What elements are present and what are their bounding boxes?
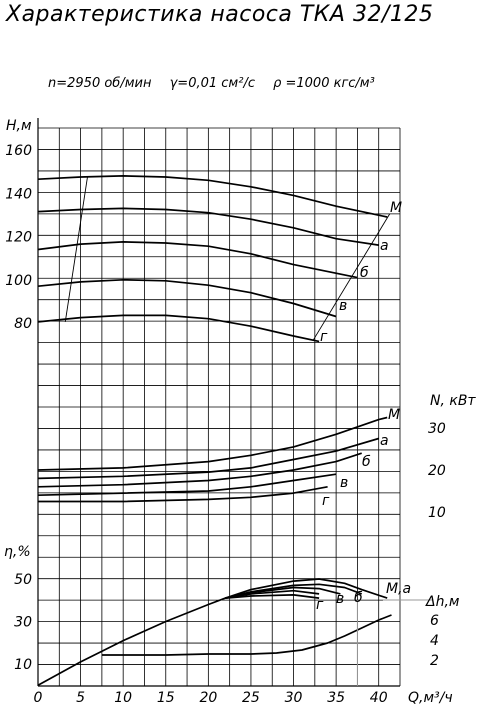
power-curve-б xyxy=(37,452,362,488)
head-curve-г xyxy=(37,314,320,343)
efficiency-axis-label: η,% xyxy=(4,544,31,560)
power-curve-label-б: б xyxy=(362,454,371,470)
pump-parameters: n=2950 об/мин γ=0,01 см²/с ρ =1000 кгс/м… xyxy=(48,76,389,91)
page-title: Характеристика насоса ТКА 32/125 xyxy=(6,2,434,27)
chart-curves xyxy=(37,175,432,687)
power-curve-label-М: М xyxy=(388,407,400,423)
power-curve-label-а: а xyxy=(380,433,389,449)
head-tick-label: 140 xyxy=(5,186,32,202)
efficiency-curve-г xyxy=(225,594,320,599)
x-tick-label: 15 xyxy=(157,690,175,706)
head-axis-label: Н,м xyxy=(6,118,32,134)
viscosity-param: γ=0,01 см²/с xyxy=(169,76,255,91)
npsh-tick-label: 6 xyxy=(430,613,439,629)
efficiency-curve-М xyxy=(37,578,388,687)
head-curve-label-б: б xyxy=(360,265,369,281)
speed-param: n=2950 об/мин xyxy=(48,76,152,91)
x-tick-label: 10 xyxy=(114,690,132,706)
power-tick-label: 10 xyxy=(428,505,446,521)
x-tick-label: 20 xyxy=(199,690,217,706)
head-tick-label: 80 xyxy=(14,316,32,332)
max-flow-boundary-line xyxy=(312,213,391,341)
power-curve-label-в: в xyxy=(340,475,348,491)
head-curve-label-М: М xyxy=(390,200,402,216)
power-curve-М xyxy=(37,416,388,471)
power-tick-label: 30 xyxy=(428,421,446,437)
efficiency-curve-label-г: г xyxy=(316,597,324,613)
efficiency-curve-в xyxy=(225,589,320,599)
power-tick-label: 20 xyxy=(428,463,446,479)
power-curve-а xyxy=(37,437,379,480)
npsh-axis-label: Δh,м xyxy=(425,594,460,610)
head-tick-label: 120 xyxy=(5,230,32,246)
x-tick-label: 25 xyxy=(242,690,260,706)
head-curve-а xyxy=(37,207,379,246)
head-curve-б xyxy=(37,241,358,279)
power-curve-г xyxy=(38,485,328,503)
efficiency-curve-label-в: в xyxy=(336,591,344,607)
head-curve-label-г: г xyxy=(320,329,328,345)
power-axis-label: N, кВт xyxy=(430,393,476,409)
x-axis-label: Q,м³/ч xyxy=(408,690,453,706)
head-tick-label: 160 xyxy=(5,143,32,159)
x-tick-label: 30 xyxy=(285,690,303,706)
efficiency-curve-label-Ma: М,а xyxy=(386,581,411,597)
npsh-curve xyxy=(101,614,392,656)
min-flow-boundary-line xyxy=(64,177,88,322)
head-curve-в xyxy=(37,278,337,318)
head-curve-label-в: в xyxy=(339,298,347,314)
density-param: ρ =1000 кгс/м³ xyxy=(273,76,375,91)
head-curve-М xyxy=(37,175,388,218)
x-tick-label: 5 xyxy=(76,690,85,706)
npsh-tick-label: 4 xyxy=(430,633,439,649)
efficiency-tick-label: 50 xyxy=(14,572,32,588)
x-tick-label: 35 xyxy=(327,690,345,706)
power-curve-в xyxy=(37,473,337,497)
efficiency-tick-label: 30 xyxy=(14,615,32,631)
power-curve-label-г: г xyxy=(322,493,330,509)
efficiency-curve-label-б: б xyxy=(354,590,363,606)
x-tick-label: 0 xyxy=(34,690,43,706)
head-tick-label: 100 xyxy=(5,273,32,289)
efficiency-tick-label: 10 xyxy=(14,657,32,673)
npsh-tick-label: 2 xyxy=(430,653,439,669)
head-curve-label-а: а xyxy=(380,238,389,254)
x-tick-label: 40 xyxy=(370,690,388,706)
